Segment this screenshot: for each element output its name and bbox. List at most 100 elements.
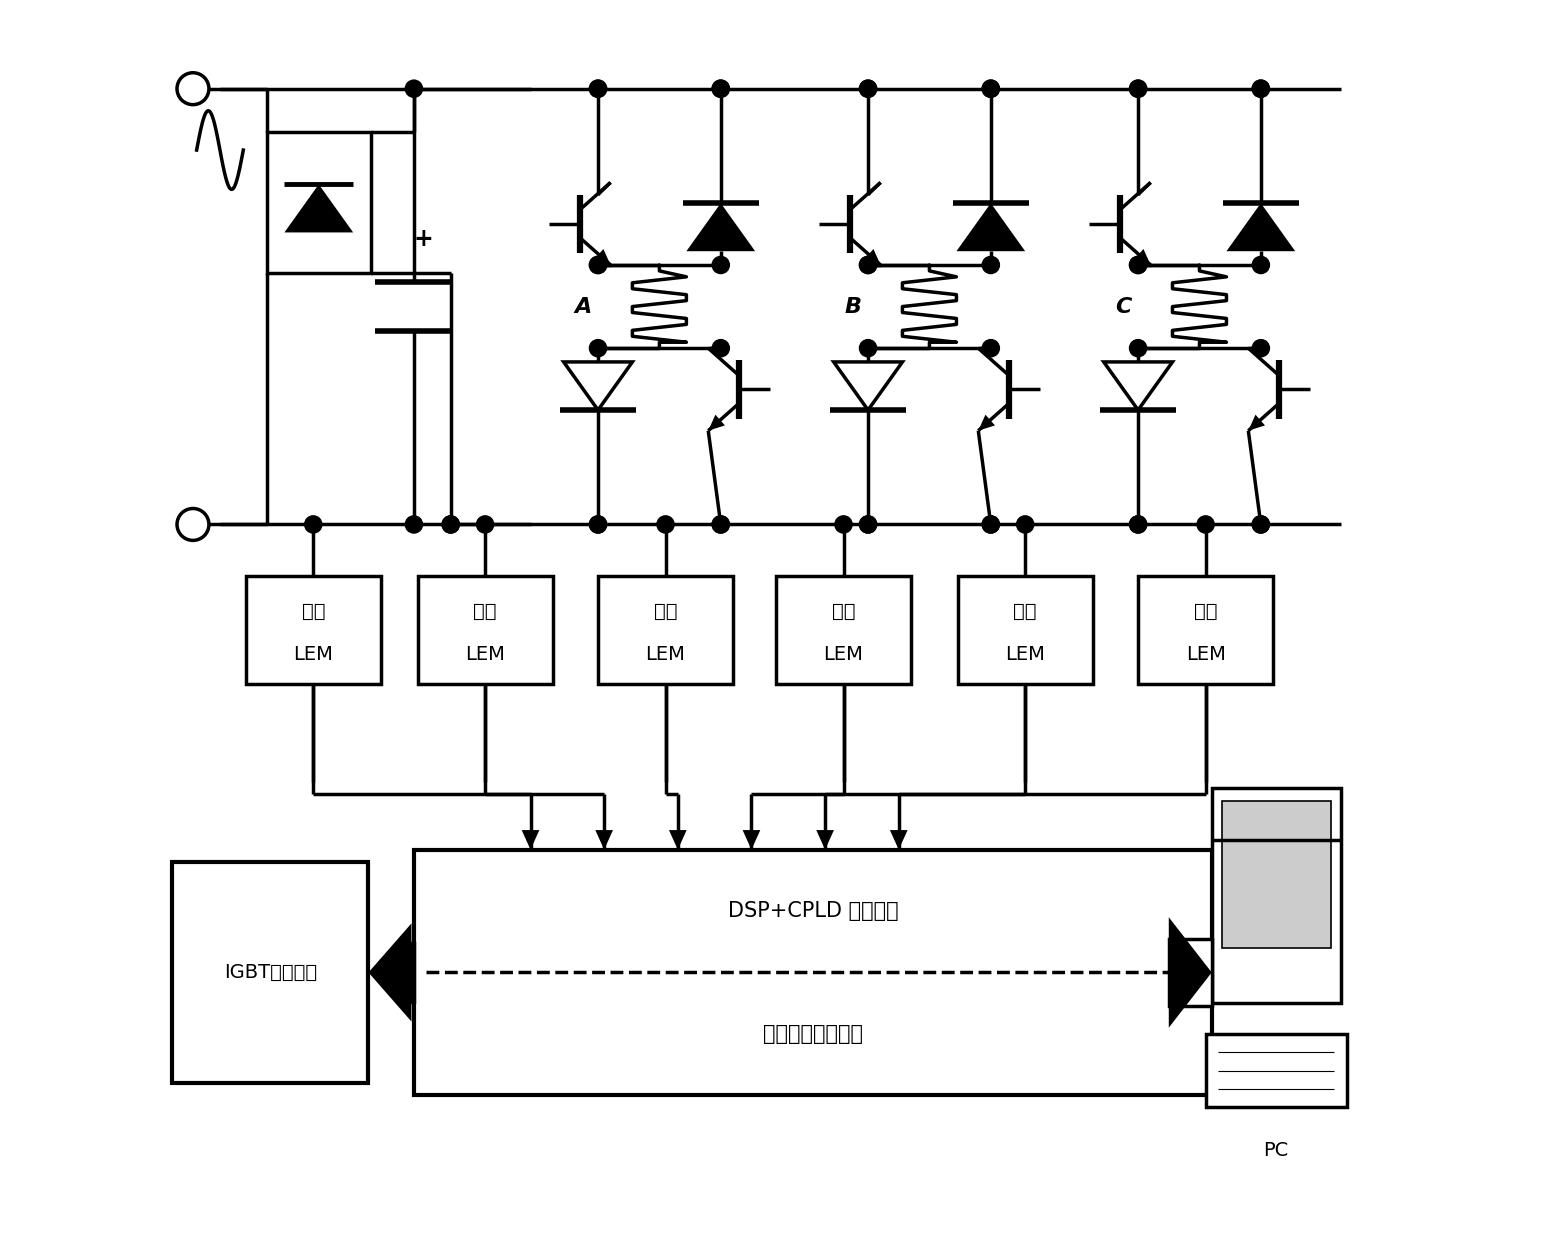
Circle shape: [835, 515, 852, 533]
Circle shape: [982, 515, 999, 533]
Circle shape: [1130, 339, 1147, 356]
Polygon shape: [1248, 414, 1265, 430]
Circle shape: [712, 80, 729, 97]
Circle shape: [1252, 256, 1270, 274]
Circle shape: [982, 256, 999, 274]
Polygon shape: [889, 830, 908, 850]
Circle shape: [1252, 339, 1270, 356]
Polygon shape: [284, 184, 354, 233]
Circle shape: [590, 80, 607, 97]
Circle shape: [860, 80, 877, 97]
Polygon shape: [816, 830, 833, 850]
Polygon shape: [596, 830, 613, 850]
Circle shape: [982, 80, 999, 97]
Polygon shape: [742, 830, 760, 850]
Circle shape: [860, 80, 877, 97]
Circle shape: [712, 515, 729, 533]
Circle shape: [982, 80, 999, 97]
Circle shape: [442, 515, 459, 533]
Text: LEM: LEM: [466, 645, 504, 665]
Text: 电流: 电流: [1013, 602, 1037, 621]
Circle shape: [860, 256, 877, 274]
Bar: [1221, 800, 1330, 948]
Circle shape: [442, 515, 459, 533]
Circle shape: [860, 256, 877, 274]
Circle shape: [1252, 515, 1270, 533]
Text: +: +: [414, 227, 433, 252]
Text: LEM: LEM: [1186, 645, 1226, 665]
Bar: [414, 850, 1212, 1095]
Bar: [776, 576, 911, 684]
Circle shape: [177, 508, 210, 540]
Circle shape: [590, 339, 607, 356]
Polygon shape: [686, 203, 756, 252]
Text: PC: PC: [1263, 1141, 1288, 1160]
Polygon shape: [594, 249, 610, 265]
Circle shape: [304, 515, 321, 533]
Circle shape: [1130, 80, 1147, 97]
Text: 电流: 电流: [653, 602, 677, 621]
Bar: [245, 576, 380, 684]
Bar: [1169, 940, 1212, 1006]
Polygon shape: [833, 363, 902, 411]
Text: LEM: LEM: [824, 645, 863, 665]
Polygon shape: [864, 249, 880, 265]
Bar: [1138, 576, 1273, 684]
Circle shape: [712, 256, 729, 274]
Circle shape: [405, 80, 422, 97]
Circle shape: [1252, 80, 1270, 97]
Circle shape: [860, 339, 877, 356]
Circle shape: [860, 515, 877, 533]
Bar: [958, 576, 1093, 684]
Circle shape: [177, 73, 210, 105]
Polygon shape: [1135, 249, 1150, 265]
Circle shape: [590, 256, 607, 274]
Text: 电压: 电压: [1193, 602, 1217, 621]
Bar: [417, 576, 553, 684]
Polygon shape: [978, 414, 995, 430]
Circle shape: [1252, 80, 1270, 97]
Circle shape: [1252, 515, 1270, 533]
Text: 电压: 电压: [301, 602, 324, 621]
Bar: [1206, 1033, 1347, 1107]
Circle shape: [1130, 256, 1147, 274]
Circle shape: [712, 339, 729, 356]
Circle shape: [656, 515, 674, 533]
Polygon shape: [1226, 203, 1296, 252]
Text: LEM: LEM: [293, 645, 334, 665]
Circle shape: [1130, 515, 1147, 533]
Text: 电压: 电压: [832, 602, 855, 621]
Circle shape: [590, 515, 607, 533]
Bar: [411, 943, 414, 1002]
Circle shape: [1130, 256, 1147, 274]
Polygon shape: [563, 363, 632, 411]
Circle shape: [1130, 515, 1147, 533]
Text: LEM: LEM: [646, 645, 686, 665]
Circle shape: [712, 515, 729, 533]
Polygon shape: [956, 203, 1026, 252]
Circle shape: [476, 515, 494, 533]
Circle shape: [982, 515, 999, 533]
Polygon shape: [1169, 917, 1212, 1027]
Circle shape: [712, 80, 729, 97]
Text: B: B: [844, 297, 861, 317]
Circle shape: [590, 256, 607, 274]
Text: A: A: [574, 297, 591, 317]
Polygon shape: [708, 414, 725, 430]
Text: C: C: [1116, 297, 1131, 317]
Circle shape: [860, 515, 877, 533]
Circle shape: [1197, 515, 1214, 533]
Text: LEM: LEM: [1006, 645, 1044, 665]
Text: 电流: 电流: [473, 602, 497, 621]
Text: 无位置传感器算法: 无位置传感器算法: [764, 1023, 863, 1044]
Polygon shape: [669, 830, 686, 850]
Bar: [267, 132, 371, 272]
Bar: [598, 576, 733, 684]
Bar: [1212, 788, 1341, 1004]
Circle shape: [1130, 80, 1147, 97]
Polygon shape: [521, 830, 540, 850]
Circle shape: [590, 515, 607, 533]
Polygon shape: [368, 924, 411, 1022]
Circle shape: [982, 339, 999, 356]
Text: DSP+CPLD 控制系统: DSP+CPLD 控制系统: [728, 901, 899, 921]
